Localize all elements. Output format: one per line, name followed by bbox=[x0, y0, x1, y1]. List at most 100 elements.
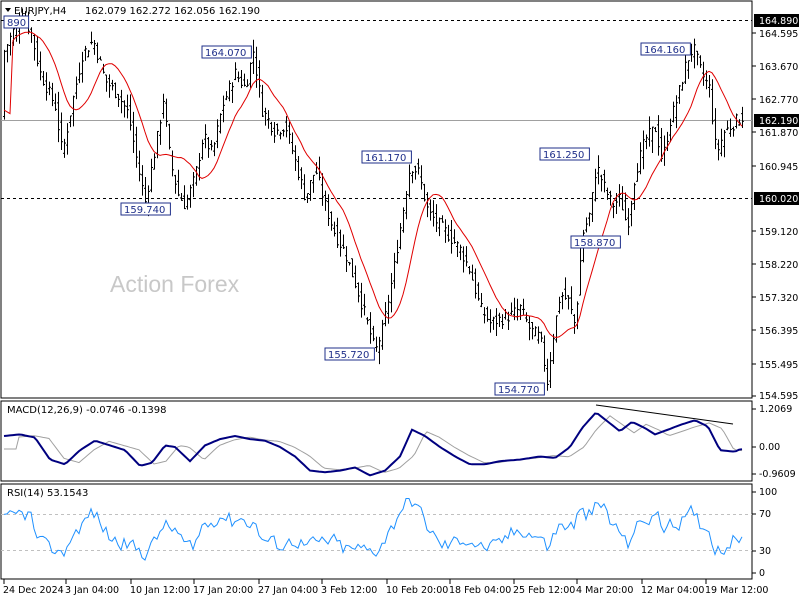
macd-tick: 0.00 bbox=[759, 442, 780, 453]
price-bar bbox=[360, 282, 363, 318]
price-bar bbox=[462, 246, 465, 273]
price-bar bbox=[606, 187, 609, 200]
price-bar bbox=[723, 130, 726, 158]
price-bar bbox=[552, 333, 555, 364]
level-high-badge bbox=[754, 14, 799, 27]
price-bar bbox=[141, 165, 144, 196]
macd-main-line bbox=[3, 412, 743, 477]
price-bar bbox=[423, 183, 426, 202]
price-bar bbox=[270, 121, 273, 136]
price-bar bbox=[477, 282, 480, 301]
price-bar bbox=[261, 84, 264, 117]
swing-label-text: 164.160 bbox=[644, 45, 685, 56]
price-bar bbox=[198, 152, 201, 181]
price-bar bbox=[432, 200, 435, 227]
price-tick: 155.495 bbox=[759, 360, 798, 371]
price-bar bbox=[618, 184, 621, 207]
price-bar bbox=[546, 358, 549, 391]
price-bar bbox=[75, 76, 78, 100]
swing-label-box bbox=[324, 347, 375, 361]
price-bar bbox=[3, 49, 6, 120]
price-bar bbox=[522, 298, 525, 315]
price-bar bbox=[45, 72, 48, 101]
price-bar bbox=[672, 101, 675, 123]
swing-label: 159.740 bbox=[120, 202, 171, 216]
price-bar bbox=[54, 93, 57, 112]
price-bar bbox=[51, 82, 54, 107]
price-bar bbox=[111, 79, 114, 91]
swing-annotations: 890 164.070 159.740 161.170 155.720 154.770 16… bbox=[3, 15, 691, 396]
price-bar bbox=[654, 127, 657, 133]
price-bar bbox=[357, 282, 360, 303]
dropdown-triangle-icon[interactable] bbox=[5, 8, 11, 12]
macd-title: MACD(12,26,9) -0.0746 -0.1398 bbox=[7, 405, 167, 416]
price-bar bbox=[207, 136, 210, 158]
price-bar bbox=[540, 331, 543, 343]
swing-label-text: 158.870 bbox=[574, 238, 615, 249]
price-bar bbox=[435, 204, 438, 232]
price-bar bbox=[216, 119, 219, 149]
swing-label: 161.170 bbox=[361, 150, 412, 164]
price-bar bbox=[312, 174, 315, 193]
price-bar bbox=[510, 302, 513, 315]
time-tick-label: 25 Feb 12:00 bbox=[513, 585, 575, 596]
price-bar bbox=[627, 208, 630, 236]
macd-panel: MACD(12,26,9) -0.0746 -0.1398 1.2069 0.0… bbox=[0, 400, 796, 482]
price-bar bbox=[621, 186, 624, 211]
price-bar bbox=[231, 82, 234, 103]
price-tick: 158.220 bbox=[759, 260, 798, 271]
price-bar bbox=[444, 219, 447, 243]
price-bar bbox=[363, 293, 366, 316]
price-bar bbox=[165, 98, 168, 127]
price-bar bbox=[537, 326, 540, 344]
price-bar bbox=[387, 294, 390, 324]
price-bar bbox=[345, 246, 348, 273]
price-bar bbox=[708, 75, 711, 98]
swing-label: 164.160 bbox=[640, 42, 691, 56]
price-bar bbox=[114, 82, 117, 99]
price-bar bbox=[168, 123, 171, 150]
rsi-title: RSI(14) 53.1543 bbox=[7, 488, 88, 499]
price-bar bbox=[714, 108, 717, 150]
price-bar bbox=[42, 71, 45, 86]
price-bar bbox=[90, 31, 93, 45]
price-tick: 163.670 bbox=[759, 62, 798, 73]
price-bar bbox=[210, 140, 213, 151]
price-bar bbox=[384, 301, 387, 327]
swing-label-text: 159.740 bbox=[124, 205, 165, 216]
price-bar bbox=[174, 174, 177, 194]
price-bar bbox=[195, 166, 198, 186]
price-bar bbox=[495, 308, 498, 337]
price-bar bbox=[225, 91, 228, 101]
price-bar bbox=[438, 217, 441, 237]
swing-label-text: 154.770 bbox=[498, 385, 539, 396]
price-bar bbox=[429, 199, 432, 221]
price-bar bbox=[303, 174, 306, 201]
price-bar bbox=[279, 131, 282, 140]
moving-average-line bbox=[3, 31, 743, 339]
price-bar bbox=[570, 286, 573, 315]
price-bar bbox=[219, 113, 222, 134]
swing-label: 154.770 bbox=[494, 382, 545, 396]
price-bar bbox=[186, 194, 189, 210]
price-bar bbox=[408, 164, 411, 198]
price-bar bbox=[132, 111, 135, 153]
price-bar bbox=[474, 268, 477, 299]
price-bar bbox=[276, 123, 279, 135]
swing-label-text: 161.250 bbox=[543, 150, 584, 161]
price-bar bbox=[525, 312, 528, 323]
price-bar bbox=[732, 126, 735, 137]
rsi-tick: 30 bbox=[759, 546, 771, 557]
price-bar bbox=[300, 167, 303, 190]
price-bar bbox=[342, 234, 345, 249]
price-bar bbox=[597, 155, 600, 185]
swing-label: 164.070 bbox=[201, 45, 252, 59]
price-bar bbox=[273, 121, 276, 143]
price-tick: 162.770 bbox=[759, 95, 798, 106]
price-bar bbox=[468, 266, 471, 275]
price-bar bbox=[702, 61, 705, 86]
price-bar bbox=[519, 304, 522, 320]
rsi-tick: 70 bbox=[759, 509, 771, 520]
price-bar bbox=[84, 45, 87, 61]
price-bar bbox=[471, 264, 474, 281]
